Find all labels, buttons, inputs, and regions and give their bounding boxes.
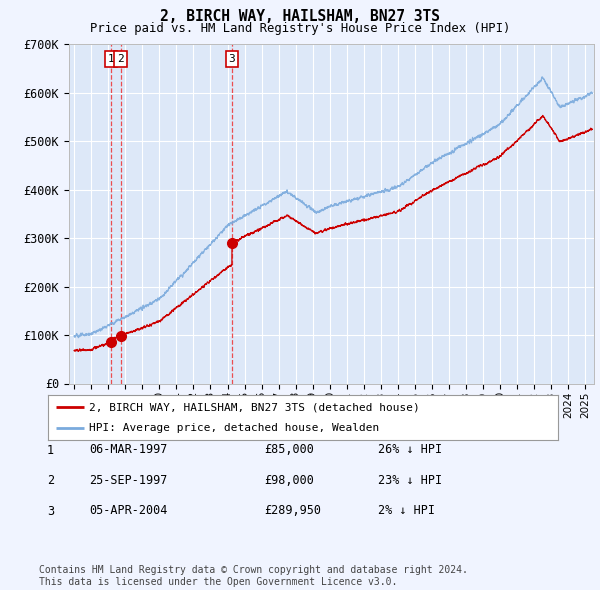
Text: 3: 3	[47, 505, 54, 518]
Text: Price paid vs. HM Land Registry's House Price Index (HPI): Price paid vs. HM Land Registry's House …	[90, 22, 510, 35]
Text: 1: 1	[108, 54, 115, 64]
Text: 25-SEP-1997: 25-SEP-1997	[89, 474, 167, 487]
Text: 23% ↓ HPI: 23% ↓ HPI	[378, 474, 442, 487]
Text: 26% ↓ HPI: 26% ↓ HPI	[378, 443, 442, 456]
Text: £289,950: £289,950	[264, 504, 321, 517]
Text: 1: 1	[47, 444, 54, 457]
Text: £85,000: £85,000	[264, 443, 314, 456]
Text: 05-APR-2004: 05-APR-2004	[89, 504, 167, 517]
Text: 2, BIRCH WAY, HAILSHAM, BN27 3TS (detached house): 2, BIRCH WAY, HAILSHAM, BN27 3TS (detach…	[89, 402, 419, 412]
Text: 3: 3	[229, 54, 235, 64]
Text: 2, BIRCH WAY, HAILSHAM, BN27 3TS: 2, BIRCH WAY, HAILSHAM, BN27 3TS	[160, 9, 440, 24]
Text: HPI: Average price, detached house, Wealden: HPI: Average price, detached house, Weal…	[89, 422, 379, 432]
Text: 06-MAR-1997: 06-MAR-1997	[89, 443, 167, 456]
Text: 2: 2	[47, 474, 54, 487]
Text: 2% ↓ HPI: 2% ↓ HPI	[378, 504, 435, 517]
Text: 2: 2	[117, 54, 124, 64]
Text: Contains HM Land Registry data © Crown copyright and database right 2024.
This d: Contains HM Land Registry data © Crown c…	[39, 565, 468, 587]
Text: £98,000: £98,000	[264, 474, 314, 487]
